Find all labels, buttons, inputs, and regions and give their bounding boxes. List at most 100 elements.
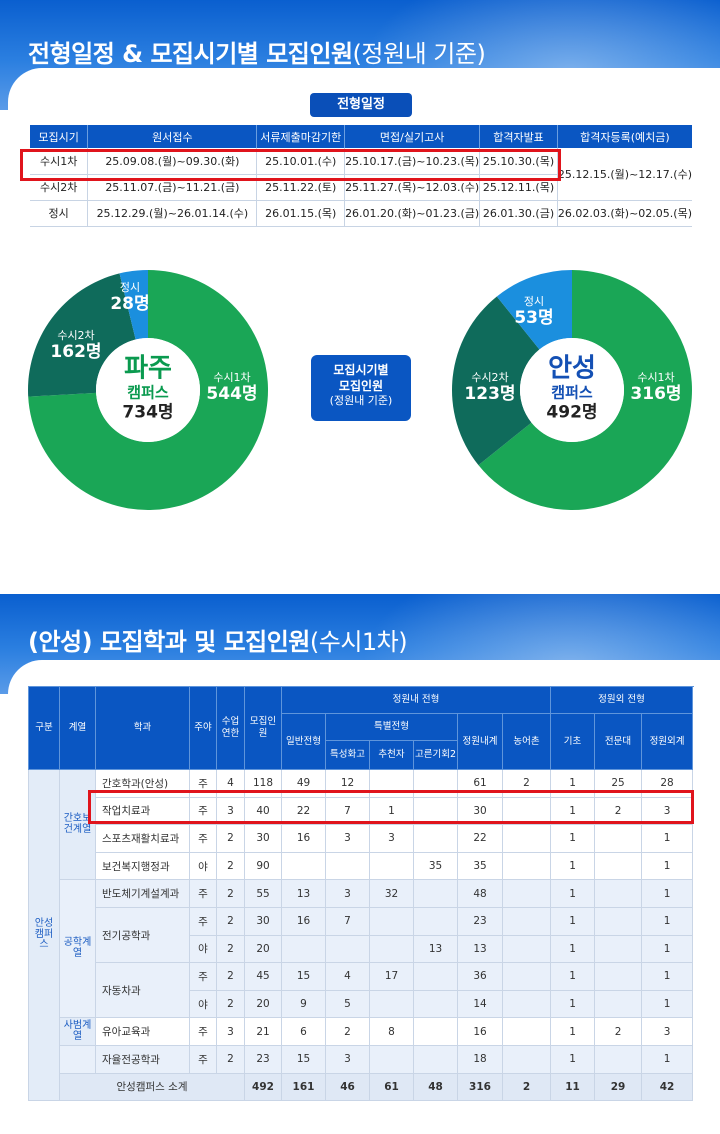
dept-name: 자동차과 (95, 962, 190, 1019)
table-row: 보건복지행정과 야 2 90 35 35 1 1 (29, 851, 694, 881)
table-cell: 25 (594, 769, 643, 798)
table-cell (413, 1017, 458, 1046)
table-cell: 13 (457, 934, 503, 964)
dept-h-o3: 전문대 (594, 713, 643, 770)
table-cell (413, 824, 458, 853)
dept-h-sp2: 추천자 (369, 740, 414, 770)
dept-name: 스포츠재활치료과 (95, 824, 190, 853)
dept-h-special: 특별전형 (325, 713, 458, 741)
table-cell: 3 (216, 796, 245, 826)
table-cell (501, 879, 552, 908)
total-cell: 2 (501, 1072, 552, 1102)
table-cell: 13 (281, 879, 326, 908)
table-cell (413, 769, 458, 798)
table-cell: 야 (189, 851, 217, 881)
sched-h-result: 합격자발표 (479, 125, 558, 148)
table-cell: 1 (550, 796, 596, 826)
table-cell (413, 879, 458, 908)
table-cell: 18 (457, 1044, 503, 1074)
total-cell: 161 (281, 1072, 326, 1102)
table-cell: 1 (550, 934, 596, 964)
sched-cell: 정시 (30, 200, 88, 227)
table-cell: 4 (216, 769, 245, 798)
table-row: 공학계열 반도체기계설계과 주 2 55 13 3 32 48 1 1 (29, 879, 694, 1019)
table-cell: 주 (189, 1044, 217, 1074)
table-cell: 16 (281, 824, 326, 853)
total-cell: 42 (641, 1072, 694, 1102)
dept-h-hakgwa: 학과 (95, 686, 190, 770)
table-cell (281, 851, 326, 881)
table-cell: 22 (457, 824, 503, 853)
schedule-header-row: 모집시기 원서접수 서류제출마감기한 면접/실기고사 합격자발표 합격자등록(예… (30, 125, 692, 148)
table-cell: 야 (189, 934, 217, 964)
table-cell: 3 (641, 796, 694, 826)
table-cell (594, 879, 643, 908)
table-row: 전기공학과 주 2 30 16 7 23 1 1 (29, 906, 694, 964)
paju-donut-chart (26, 268, 270, 512)
group-education: 사범계열 (59, 1017, 96, 1046)
paju-center: 파주 캠퍼스 734명 (122, 354, 174, 424)
sched-cell: 수시2차 (30, 174, 88, 201)
table-cell: 16 (281, 906, 326, 936)
anseong-label-susi1: 수시1차 316명 (630, 371, 682, 405)
total-row: 안성캠퍼스 소계 492 161 46 61 48 316 2 11 29 42 (29, 1072, 694, 1102)
sched-cell: 26.01.20.(화)~01.23.(금) (344, 200, 480, 227)
table-cell: 야 (189, 989, 217, 1019)
dept-name: 자율전공학과 (95, 1044, 190, 1074)
table-cell: 23 (244, 1044, 282, 1074)
table-cell: 3 (216, 1017, 245, 1046)
total-cell: 48 (413, 1072, 458, 1102)
table-cell: 2 (594, 1017, 643, 1046)
table-cell: 15 (281, 962, 326, 991)
paju-total: 734명 (122, 402, 174, 423)
sched-cell: 26.01.15.(목) (256, 200, 345, 227)
table-cell: 35 (413, 851, 458, 881)
table-row: 정시 25.12.29.(월)~26.01.14.(수) 26.01.15.(목… (30, 200, 692, 227)
table-cell: 1 (550, 989, 596, 1019)
table-cell: 1 (641, 934, 694, 964)
table-cell (501, 989, 552, 1019)
table-cell: 7 (325, 796, 370, 826)
group-nursing-health: 간호보건계열 (59, 768, 96, 881)
table-cell: 2 (594, 796, 643, 826)
table-cell: 2 (501, 769, 552, 798)
table-cell: 1 (641, 824, 694, 853)
dept-h-sp1: 특성화고 (325, 740, 370, 770)
table-cell: 3 (325, 879, 370, 908)
table-cell: 5 (325, 989, 370, 1019)
table-cell: 주 (189, 906, 217, 936)
dept-body: 안성캠퍼스 간호보건계열 간호학과(안성) 주 4 118 49 12 61 2 1 25 28 … (28, 768, 694, 1102)
dept-h-o2: 기초 (550, 713, 596, 770)
anseong-slice-2 (496, 270, 572, 350)
total-cell: 316 (457, 1072, 503, 1102)
group-blank (59, 1044, 96, 1074)
table-cell (594, 962, 643, 991)
table-cell (413, 906, 458, 936)
table-cell: 2 (216, 934, 245, 964)
table-cell: 30 (244, 824, 282, 853)
sched-cell: 25.10.30.(목) (479, 148, 558, 175)
table-cell: 3 (369, 824, 414, 853)
table-cell: 17 (369, 962, 414, 991)
table-cell: 6 (281, 1017, 326, 1046)
paju-label-susi1: 수시1차 544명 (206, 371, 258, 405)
table-cell: 1 (641, 1044, 694, 1074)
table-cell: 30 (457, 796, 503, 826)
group-engineering: 공학계열 (59, 879, 96, 1019)
table-cell: 90 (244, 851, 282, 881)
anseong-sub: 캠퍼스 (551, 383, 593, 402)
dept-h-inner: 정원내 전형 (280, 686, 552, 714)
dept-name: 반도체기계설계과 (95, 879, 190, 908)
table-cell (501, 934, 552, 964)
total-cell: 11 (550, 1072, 596, 1102)
table-cell: 45 (244, 962, 282, 991)
anseong-label-susi2: 수시2차 123명 (464, 371, 516, 405)
table-cell: 1 (550, 1017, 596, 1046)
sched-cell: 25.10.01.(수) (256, 148, 345, 175)
table-cell: 13 (413, 934, 458, 964)
table-cell (369, 906, 414, 936)
table-cell: 1 (550, 851, 596, 881)
table-cell: 2 (216, 851, 245, 881)
table-cell: 23 (457, 906, 503, 936)
table-cell: 2 (216, 962, 245, 991)
